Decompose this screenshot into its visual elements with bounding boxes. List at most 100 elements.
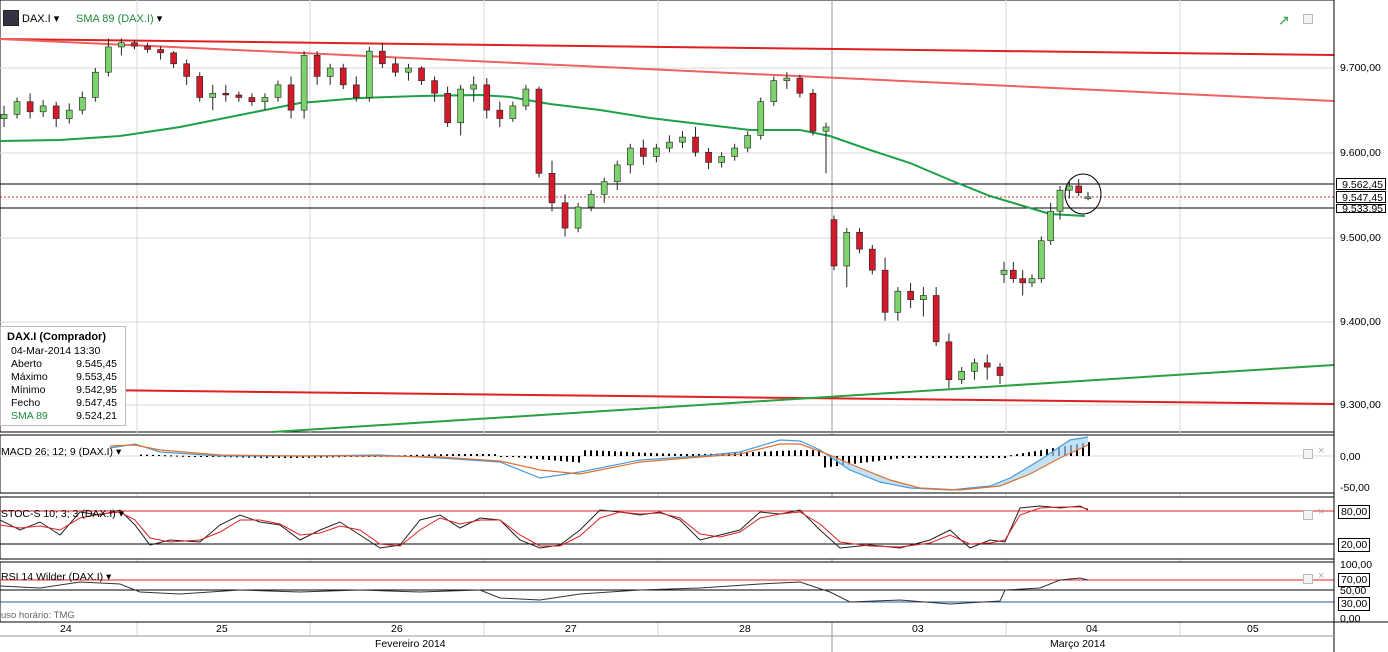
macd-bar <box>698 453 700 456</box>
macd-bar <box>956 456 958 458</box>
candle-bear <box>183 63 190 77</box>
macd-tick: 0,00 <box>1340 451 1361 463</box>
candle-bull <box>626 147 634 166</box>
candle-bear <box>1010 269 1017 279</box>
macd-bar <box>914 456 916 458</box>
panel-maximize-icon[interactable] <box>1303 14 1313 24</box>
overlay-selector[interactable]: SMA 89 (DAX.I) ▾ <box>76 13 163 25</box>
candle-bull <box>1028 278 1036 284</box>
macd-bar <box>950 456 952 458</box>
macd-bar <box>308 456 310 458</box>
data-window-title: DAX.I (Comprador) <box>7 331 106 343</box>
candle-bear <box>170 52 177 65</box>
candle-bull <box>718 156 725 163</box>
stoch-title[interactable]: STOC-S 10; 3; 3 (DAX.I) ▾ <box>1 508 124 520</box>
candle-bear <box>431 80 438 94</box>
macd-bar <box>314 456 316 458</box>
candle-bear <box>945 341 953 381</box>
candle-bull <box>0 114 8 119</box>
macd-tick: -50,00 <box>1340 482 1370 494</box>
stoch-maximize-icon[interactable] <box>1303 510 1313 520</box>
instrument-label: DAX.I <box>22 13 51 25</box>
stoch-close-icon[interactable]: × <box>1318 506 1325 518</box>
macd-bar <box>788 450 790 456</box>
macd-bar <box>656 453 658 456</box>
row-value: 9.547,45 <box>76 397 117 409</box>
instrument-icon[interactable] <box>3 10 19 26</box>
row-value: 9.524,21 <box>76 410 117 422</box>
candle-bear <box>535 88 543 174</box>
grid <box>0 0 1334 636</box>
candle-bear <box>418 67 425 81</box>
candle-bull <box>470 84 478 90</box>
day-label: 26 <box>391 623 403 635</box>
macd-bar <box>992 456 994 458</box>
day-label: 27 <box>565 623 577 635</box>
candle-bear <box>52 105 60 119</box>
macd-bar <box>746 452 748 456</box>
rsi-title[interactable]: RSI 14 Wilder (DAX.I) ▾ <box>1 571 112 583</box>
candle-bear <box>692 136 699 153</box>
macd-title[interactable]: MACD 26; 12; 9 (DAX.I) ▾ <box>1 446 122 458</box>
candle-bull <box>744 135 752 149</box>
stoch-tick: 20,00 <box>1338 538 1371 552</box>
macd-bar <box>770 451 772 456</box>
rsi-title-label: RSI 14 Wilder (DAX.I) <box>1 571 104 583</box>
macd-close-icon[interactable]: × <box>1318 445 1325 457</box>
rsi-close-icon[interactable]: × <box>1318 570 1325 582</box>
macd-bar <box>848 456 850 465</box>
macd-bar <box>752 452 754 456</box>
candle-bull <box>13 101 21 115</box>
sma89-line <box>0 93 1086 217</box>
candle-bull <box>1047 210 1054 242</box>
candle-bear <box>1075 185 1082 193</box>
candle-bull <box>405 67 412 73</box>
macd-bar <box>758 451 760 456</box>
stoch-d <box>0 506 1089 548</box>
candle-bull <box>261 97 269 103</box>
stoch-tick: 80,00 <box>1338 505 1371 519</box>
rsi-tick: 70,00 <box>1338 573 1371 587</box>
macd-bar <box>944 456 946 458</box>
macd-bar <box>164 455 166 457</box>
candle-bull <box>783 77 791 81</box>
trend-icon[interactable]: ↗ <box>1278 12 1290 28</box>
candle-bear <box>196 76 204 98</box>
macd-bar <box>536 456 538 459</box>
candle-bear <box>561 202 569 229</box>
instrument-selector[interactable]: DAX.I ▾ <box>22 13 60 25</box>
macd-bar <box>908 456 910 458</box>
rsi-maximize-icon[interactable] <box>1303 574 1313 584</box>
candle-bull <box>894 290 902 313</box>
candle-bear <box>379 50 386 65</box>
candle-bear <box>352 84 360 98</box>
candle-bull <box>653 147 660 157</box>
candle-bull <box>1066 185 1073 191</box>
annotation-circle <box>1064 173 1102 215</box>
macd-bar <box>572 456 574 462</box>
candles <box>0 38 1092 389</box>
macd-bar <box>686 453 688 456</box>
candle-bull <box>209 92 217 98</box>
price-tick: 9.600,00 <box>1340 147 1381 159</box>
macd-bar <box>518 456 520 458</box>
macd-maximize-icon[interactable] <box>1303 449 1313 459</box>
candle-bull <box>92 71 99 98</box>
macd-bar <box>236 456 238 458</box>
candle-bull <box>300 55 308 111</box>
candle-bear <box>705 151 712 163</box>
data-window-datetime: 04-Mar-2014 13:30 <box>11 345 101 357</box>
macd-bar <box>206 456 208 457</box>
macd-bar <box>176 455 178 457</box>
macd-bar <box>878 456 880 461</box>
macd-bar <box>974 456 976 458</box>
candle-bear <box>796 77 804 94</box>
macd-bar <box>464 454 466 456</box>
macd-bar <box>404 455 406 457</box>
macd-bar <box>158 455 160 457</box>
macd-bar <box>650 453 652 456</box>
macd-bar <box>332 456 334 458</box>
macd-bar <box>680 453 682 456</box>
candle-bear <box>856 231 863 250</box>
